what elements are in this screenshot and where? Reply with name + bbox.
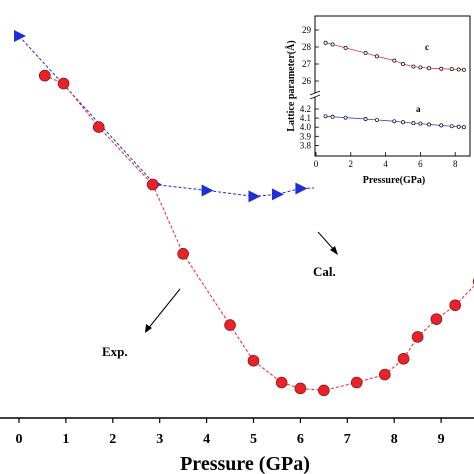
inset-data-point xyxy=(456,67,461,72)
inset-data-point xyxy=(330,114,335,119)
inset-data-point xyxy=(363,51,368,55)
inset-y-tick-label: 3.8 xyxy=(300,140,312,150)
inset-data-point xyxy=(343,115,348,120)
inset-x-tick-label: 6 xyxy=(418,159,423,169)
exp-data-point xyxy=(411,331,424,343)
x-tick-label: 0 xyxy=(16,432,23,447)
cal-data-point xyxy=(248,190,261,203)
exp-data-point xyxy=(397,352,410,365)
inset-data-point xyxy=(323,40,328,45)
inset-y-tick-label: 28 xyxy=(302,42,312,52)
inset-data-point xyxy=(411,121,416,126)
x-axis-tick-labels: 0 1 2 3 4 5 6 7 8 9 xyxy=(16,432,445,447)
inset-background xyxy=(314,8,474,198)
x-tick-label: 5 xyxy=(250,432,257,447)
inset-tick-labels: 0 2 4 6 8 3.83.94.04.14.2 26 27 28 29 xyxy=(300,25,458,169)
inset-data-point xyxy=(401,120,405,125)
inset-chart: 0 2 4 6 8 3.83.94.04.14.2 26 27 28 29 c a Pressur… xyxy=(285,8,474,198)
exp-data-point xyxy=(350,376,363,389)
x-tick-label: 4 xyxy=(203,432,210,447)
x-axis-ticks xyxy=(18,418,442,423)
inset-data-point xyxy=(401,62,405,66)
inset-y-tick-label: 4.0 xyxy=(300,122,312,132)
exp-label: Exp. xyxy=(102,344,128,359)
x-tick-label: 1 xyxy=(62,432,69,447)
inset-x-tick-label: 8 xyxy=(453,159,458,169)
inset-y-tick-label: 27 xyxy=(302,59,312,69)
inset-y-tick-label: 4.2 xyxy=(300,104,311,114)
inset-series-label-a: a xyxy=(416,104,421,114)
inset-data-point xyxy=(449,67,454,72)
inset-data-point xyxy=(439,123,444,128)
inset-data-point xyxy=(427,66,432,71)
exp-data-point xyxy=(294,382,307,395)
inset-y-tick-label: 3.9 xyxy=(300,131,312,141)
exp-data-point xyxy=(224,319,236,331)
inset-data-point xyxy=(363,117,368,121)
inset-x-tick-label: 4 xyxy=(383,159,388,169)
inset-data-point xyxy=(374,117,379,122)
exp-data-point xyxy=(275,376,288,389)
inset-y-axis-title: Lattice parameter(Å) xyxy=(285,40,297,131)
inset-data-point xyxy=(392,119,397,124)
main-series-layer xyxy=(14,30,474,397)
inset-data-point xyxy=(439,66,444,71)
cal-label: Cal. xyxy=(313,264,336,279)
inset-data-point xyxy=(456,124,461,129)
inset-y-tick-label: 4.1 xyxy=(300,113,311,123)
x-tick-label: 3 xyxy=(156,432,163,447)
inset-data-point xyxy=(323,114,328,119)
x-tick-label: 7 xyxy=(344,432,351,447)
inset-data-point xyxy=(427,122,432,127)
x-tick-label: 2 xyxy=(109,432,116,447)
x-tick-label: 8 xyxy=(391,432,398,447)
cal-data-point xyxy=(295,182,308,195)
exp-data-point xyxy=(177,248,189,260)
inset-data-point xyxy=(418,65,423,70)
exp-arrow xyxy=(145,288,181,333)
inset-data-point xyxy=(330,42,335,47)
x-tick-label: 6 xyxy=(297,432,304,447)
inset-data-point xyxy=(418,121,423,126)
exp-data-point xyxy=(430,313,443,325)
inset-data-point xyxy=(411,64,416,69)
exp-data-point xyxy=(57,77,70,90)
x-axis-title: Pressure (GPa) xyxy=(180,453,310,474)
inset-ticks xyxy=(315,29,456,156)
exp-data-point xyxy=(247,354,260,367)
exp-data-point xyxy=(449,299,461,312)
cal-arrow xyxy=(317,231,338,255)
exp-data-point xyxy=(379,368,391,381)
exp-data-point xyxy=(318,384,330,397)
inset-y-tick-label: 29 xyxy=(302,25,312,35)
inset-axis-break xyxy=(309,90,321,100)
inset-data-point xyxy=(461,125,466,130)
cal-data-point xyxy=(271,188,284,201)
exp-data-point xyxy=(92,121,105,133)
cal-data-point xyxy=(201,184,214,197)
inset-data-point xyxy=(449,124,454,129)
inset-data-point xyxy=(374,54,379,59)
x-tick-label: 9 xyxy=(438,432,445,447)
inset-y-tick-label: 26 xyxy=(302,76,312,86)
inset-series-label-c: c xyxy=(425,42,429,52)
exp-data-point xyxy=(146,178,159,191)
inset-data-point xyxy=(343,45,348,50)
cal-data-point xyxy=(14,30,26,42)
inset-x-axis-title: Pressure(GPa) xyxy=(363,175,425,186)
inset-data-point xyxy=(461,67,466,72)
inset-series-layer xyxy=(323,40,466,130)
inset-data-point xyxy=(392,58,397,63)
inset-x-tick-label: 2 xyxy=(349,159,354,169)
inset-x-tick-label: 0 xyxy=(314,159,319,169)
inset-frame xyxy=(314,15,471,157)
exp-data-point xyxy=(38,69,51,82)
